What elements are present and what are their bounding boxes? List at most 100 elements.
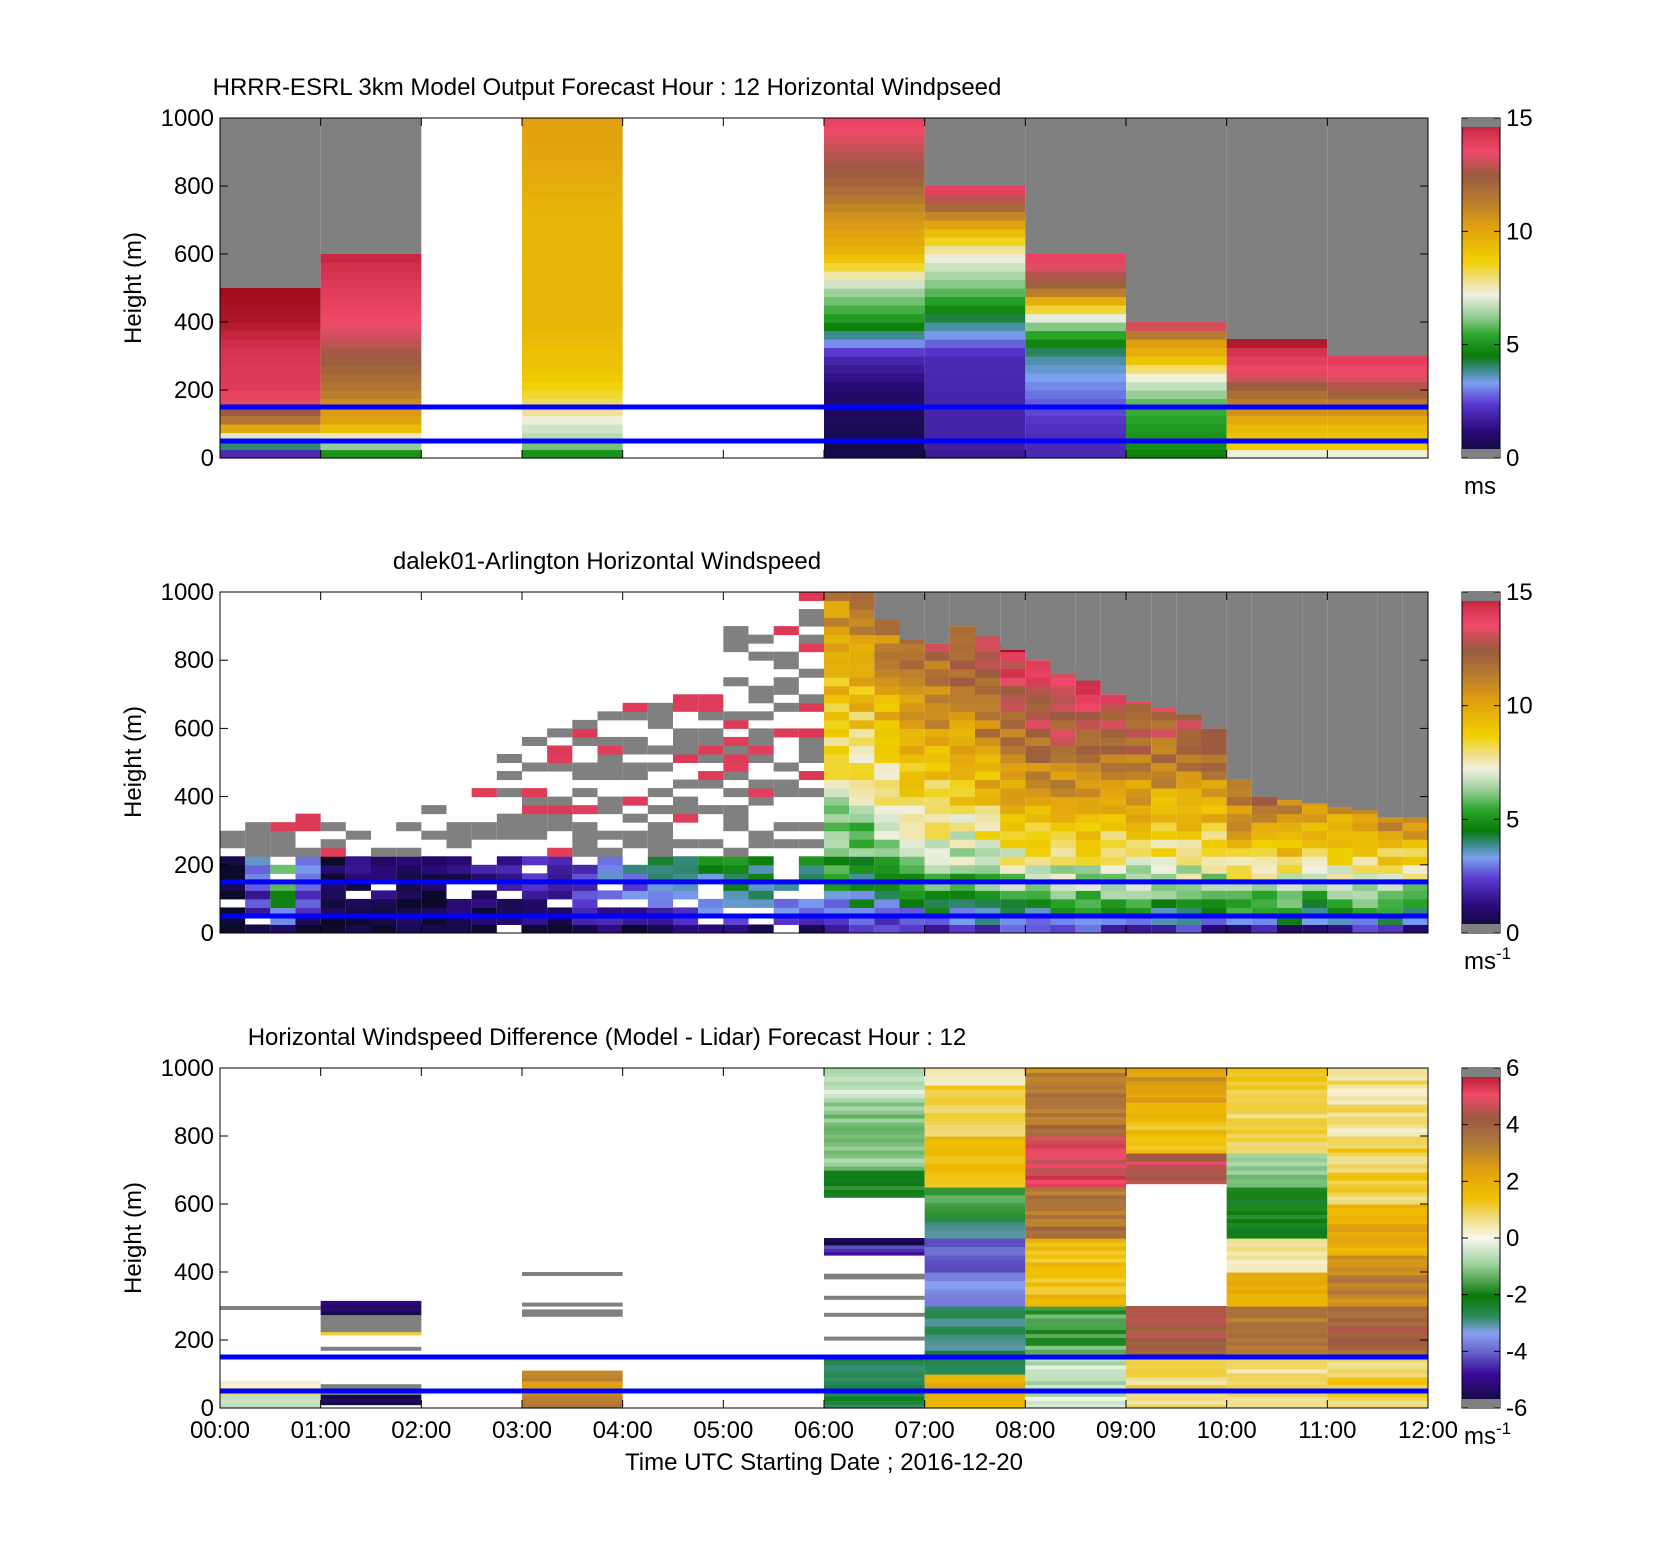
lidar-cell (220, 856, 246, 866)
lidar-cell (1025, 719, 1051, 729)
colorbar-gradient (1461, 117, 1501, 459)
lidar-cell (899, 668, 925, 678)
difference-cell (1025, 1128, 1126, 1133)
model-cell (824, 330, 925, 340)
lidar-cell (1075, 796, 1101, 806)
difference-cell (1327, 1290, 1428, 1295)
lidar-cell (824, 651, 850, 661)
difference-cell (1126, 1125, 1227, 1131)
difference-cell (1226, 1321, 1328, 1327)
lidar-cell (295, 813, 321, 823)
difference-cell (1226, 1349, 1328, 1354)
colorbar-tick-label: 6 (1506, 1055, 1519, 1082)
model-cell (824, 169, 925, 179)
lidar-cell (748, 856, 774, 866)
difference-cell (1327, 1368, 1428, 1374)
difference-cell (924, 1092, 1026, 1098)
difference-cell (320, 1318, 422, 1324)
panel-model-title: HRRR-ESRL 3km Model Output Forecast Hour… (213, 74, 1002, 101)
lidar-cell (874, 651, 900, 661)
lidar-cell (1277, 856, 1303, 866)
lidar-cell (849, 711, 875, 721)
lidar-cell (798, 924, 824, 934)
difference-cell (1327, 1076, 1428, 1081)
difference-cell (1226, 1125, 1328, 1131)
lidar-cell (522, 813, 548, 823)
difference-cell (1126, 1080, 1227, 1086)
lidar-cell (1100, 907, 1126, 917)
lidar-cell (1151, 898, 1177, 908)
lidar-cell (1126, 711, 1152, 721)
lidar-cell (1000, 881, 1026, 891)
lidar-cell (1151, 745, 1177, 755)
lidar-cell (849, 856, 875, 866)
difference-cell (1327, 1341, 1428, 1346)
model-cell (1025, 347, 1126, 357)
lidar-cell (371, 847, 397, 857)
lidar-cell (1100, 805, 1126, 815)
lidar-cell (924, 924, 950, 934)
lidar-cell (597, 771, 623, 781)
difference-cell (1327, 1148, 1428, 1153)
model-cell (924, 271, 1026, 281)
lidar-cell (899, 924, 925, 934)
lidar-cell (899, 677, 925, 687)
lidar-cell (723, 677, 749, 687)
difference-cell (924, 1217, 1026, 1223)
lidar-cell (798, 788, 824, 798)
model-cell (320, 415, 422, 425)
difference-cell (1226, 1141, 1328, 1146)
lidar-cell (1075, 779, 1101, 789)
colorbar-tick-label: 0 (1506, 1225, 1519, 1252)
model-cell (220, 449, 321, 459)
lidar-cell (1000, 847, 1026, 857)
difference-cell (1226, 1255, 1328, 1260)
lidar-cell (673, 924, 699, 934)
difference-cell (522, 1374, 623, 1378)
difference-cell (1327, 1266, 1428, 1272)
lidar-cell (396, 881, 422, 891)
model-cell (824, 288, 925, 298)
lidar-cell (899, 788, 925, 798)
lidar-cell (522, 907, 548, 917)
lidar-cell (597, 736, 623, 746)
difference-cell (1226, 1325, 1328, 1331)
lidar-cell (597, 915, 623, 925)
lidar-cell (647, 856, 673, 866)
lidar-cell (320, 890, 346, 900)
lidar-cell (874, 736, 900, 746)
lidar-cell (1277, 907, 1303, 917)
lidar-cell (1176, 711, 1202, 721)
difference-cell (1226, 1210, 1328, 1216)
lidar-cell (496, 771, 522, 781)
model-cell (824, 415, 925, 425)
lidar-cell (1000, 660, 1026, 670)
lidar-cell (975, 813, 1001, 823)
difference-cell (1226, 1072, 1328, 1078)
difference-cell (1025, 1290, 1126, 1295)
lidar-cell (1025, 736, 1051, 746)
lidar-cell (924, 771, 950, 781)
lidar-cell (597, 847, 623, 857)
model-cell (1327, 449, 1428, 459)
difference-cell (1025, 1163, 1126, 1168)
lidar-cell (899, 753, 925, 763)
difference-cell (924, 1289, 1026, 1294)
lidar-cell (824, 600, 850, 610)
lidar-cell (975, 651, 1001, 661)
model-cell (522, 356, 623, 366)
x-tick-label: 08:00 (995, 1417, 1055, 1444)
difference-cell (924, 1322, 1026, 1327)
model-cell (824, 381, 925, 391)
lidar-cell (975, 677, 1001, 687)
difference-cell (824, 1106, 925, 1111)
difference-cell (1226, 1368, 1328, 1374)
lidar-cell (1075, 813, 1101, 823)
lidar-cell (748, 898, 774, 908)
model-cell (1327, 415, 1428, 425)
lidar-cell (798, 702, 824, 712)
lidar-cell (924, 643, 950, 653)
lidar-cell (849, 890, 875, 900)
lidar-cell (371, 924, 397, 934)
lidar-cell (1000, 685, 1026, 695)
